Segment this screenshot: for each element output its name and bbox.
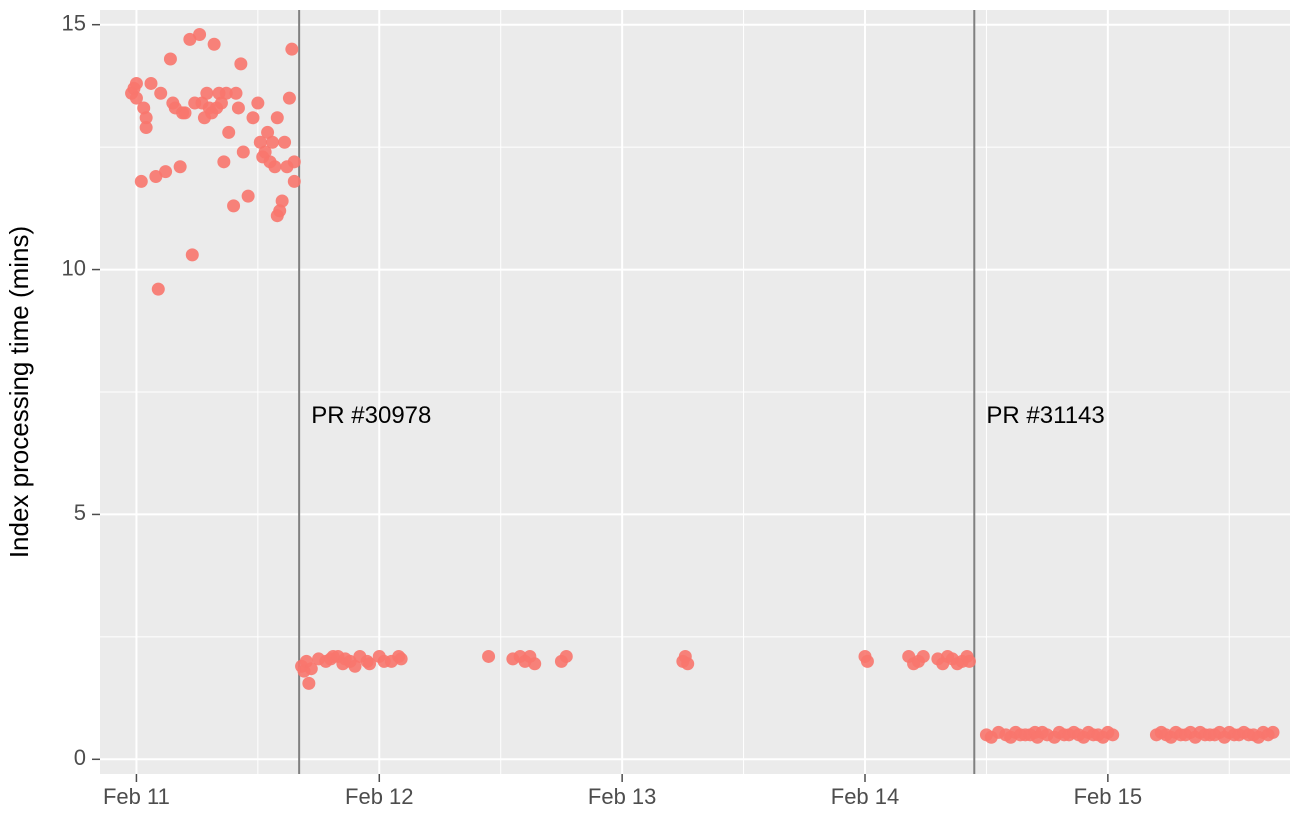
x-tick-label: Feb 15 [1074, 784, 1143, 809]
plot-panel: PR #30978 PR #31143 [100, 10, 1290, 774]
y-axis-title: Index processing time (mins) [4, 226, 34, 558]
y-tick-label: 10 [62, 255, 86, 280]
x-tick-label: Feb 14 [831, 784, 900, 809]
annotation-label-0: PR #30978 [311, 402, 431, 429]
chart-svg: PR #30978 PR #31143 0 5 10 15 Feb 11 Feb 12 Feb … [0, 0, 1310, 834]
x-tick-label: Feb 12 [345, 784, 414, 809]
x-tick-label: Feb 13 [588, 784, 657, 809]
y-tick-label: 5 [74, 500, 86, 525]
annotation-label-1: PR #31143 [986, 402, 1104, 429]
x-tick-label: Feb 11 [103, 784, 170, 809]
y-tick-label: 0 [74, 745, 86, 770]
scatter-chart: PR #30978 PR #31143 0 5 10 15 Feb 11 Feb 12 Feb … [0, 0, 1310, 834]
y-tick-label: 15 [62, 11, 86, 36]
